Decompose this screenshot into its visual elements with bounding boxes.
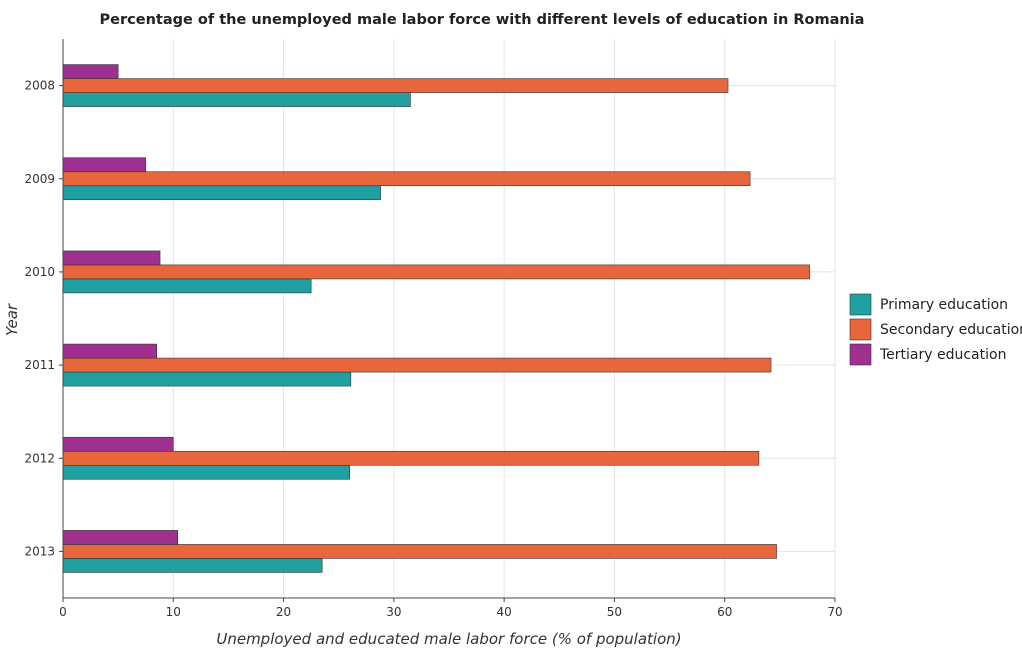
- x-tick-label-6: 60: [717, 605, 732, 619]
- y-tick-label-2008: 2008: [24, 79, 55, 93]
- bar-primary-education-2013: [62, 558, 323, 573]
- bar-tertiary-education-2013: [62, 530, 178, 545]
- gridlines: [62, 39, 836, 598]
- x-tick-label-0: 0: [59, 605, 67, 619]
- bar-secondary-education-2011: [62, 357, 772, 373]
- x-tick-label-2: 20: [276, 605, 291, 619]
- bar-primary-education-2010: [62, 278, 312, 294]
- bar-tertiary-education-2011: [62, 343, 158, 359]
- y-tick-label-2013: 2013: [24, 544, 55, 558]
- bar-tertiary-education-2012: [62, 436, 174, 452]
- legend-swatch-0: [849, 293, 872, 316]
- legend-label-2: Tertiary education: [879, 347, 1006, 363]
- x-tick-label-7: 70: [827, 605, 842, 619]
- x-tick-label-1: 10: [166, 605, 181, 619]
- y-axis-title: Year: [3, 303, 21, 336]
- bar-tertiary-education-2009: [62, 157, 147, 173]
- legend-label-0: Primary education: [880, 297, 1008, 313]
- legend: Primary education Secondary education Tert…: [849, 293, 1022, 366]
- bar-primary-education-2008: [62, 92, 411, 107]
- y-tick-label-2011: 2011: [24, 358, 55, 372]
- bar-primary-education-2011: [62, 371, 352, 387]
- bars: [62, 64, 810, 573]
- bar-tertiary-education-2008: [62, 64, 119, 79]
- tick-labels: 0 10 20 30 40 50 60 70 2008 2009 2010 2011 2012 2013: [24, 79, 842, 619]
- bar-secondary-education-2010: [62, 264, 810, 280]
- x-axis-title: Unemployed and educated male labor force…: [216, 630, 681, 648]
- legend-swatch-1: [849, 318, 872, 341]
- bar-primary-education-2012: [62, 464, 351, 480]
- y-tick-label-2010: 2010: [24, 265, 55, 279]
- x-tick-label-4: 40: [497, 605, 512, 619]
- legend-swatch-2: [849, 343, 872, 366]
- bar-secondary-education-2013: [62, 544, 777, 559]
- bar-secondary-education-2012: [62, 450, 760, 466]
- legend-label-1: Secondary education: [880, 322, 1022, 338]
- bar-tertiary-education-2010: [62, 250, 161, 266]
- y-tick-label-2009: 2009: [24, 172, 55, 186]
- x-tick-label-3: 30: [386, 605, 401, 619]
- chart-title: Percentage of the unemployed male labor …: [100, 12, 865, 28]
- bar-secondary-education-2008: [62, 78, 729, 93]
- bar-primary-education-2009: [62, 185, 381, 201]
- axes: [59, 39, 836, 602]
- x-tick-label-5: 50: [607, 605, 622, 619]
- y-tick-label-2012: 2012: [24, 451, 55, 465]
- bar-secondary-education-2009: [62, 171, 751, 187]
